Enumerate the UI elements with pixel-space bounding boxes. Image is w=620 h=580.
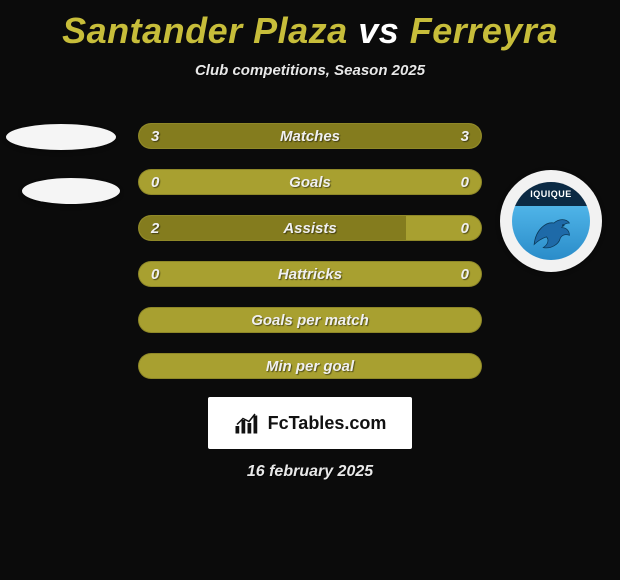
stat-value-left: 2 (151, 220, 159, 237)
stat-label: Min per goal (139, 358, 481, 375)
comparison-title: Santander Plaza vs Ferreyra (0, 10, 620, 52)
player-a-photo-placeholder (22, 178, 120, 204)
stat-value-left: 3 (151, 128, 159, 145)
stat-value-left: 0 (151, 266, 159, 283)
stat-label: Assists (139, 220, 481, 237)
watermark-box: FcTables.com (208, 397, 412, 449)
stat-value-right: 0 (461, 174, 469, 191)
stat-bars: Matches33Goals00Assists20Hattricks00Goal… (138, 123, 482, 379)
subtitle-text: Club competitions, Season 2025 (0, 62, 620, 79)
dragon-icon (528, 213, 574, 253)
watermark-text: FcTables.com (268, 413, 387, 434)
stat-row: Goals0 0 (138, 169, 482, 195)
stat-value-right: 0 (461, 266, 469, 283)
stat-label: Goals (139, 174, 481, 191)
stat-row: Assists2 0 (138, 215, 482, 241)
stat-row: Hattricks0 0 (138, 261, 482, 287)
stat-label: Hattricks (139, 266, 481, 283)
stat-label: Matches (139, 128, 481, 145)
crest-label: IQUIQUE (512, 182, 590, 206)
player-a-photo-placeholder (6, 124, 116, 150)
player-b-crest: IQUIQUE (500, 170, 602, 272)
fctables-logo-icon (234, 411, 264, 435)
stat-value-right: 3 (461, 128, 469, 145)
date-text: 16 february 2025 (0, 463, 620, 481)
stat-row: Min per goal (138, 353, 482, 379)
stat-row: Goals per match (138, 307, 482, 333)
player-a-name: Santander Plaza (62, 10, 348, 51)
player-b-name: Ferreyra (410, 10, 558, 51)
stat-value-right: 0 (461, 220, 469, 237)
title-vs: vs (358, 10, 399, 51)
stat-label: Goals per match (139, 312, 481, 329)
stat-row: Matches3 3 (138, 123, 482, 149)
stat-value-left: 0 (151, 174, 159, 191)
